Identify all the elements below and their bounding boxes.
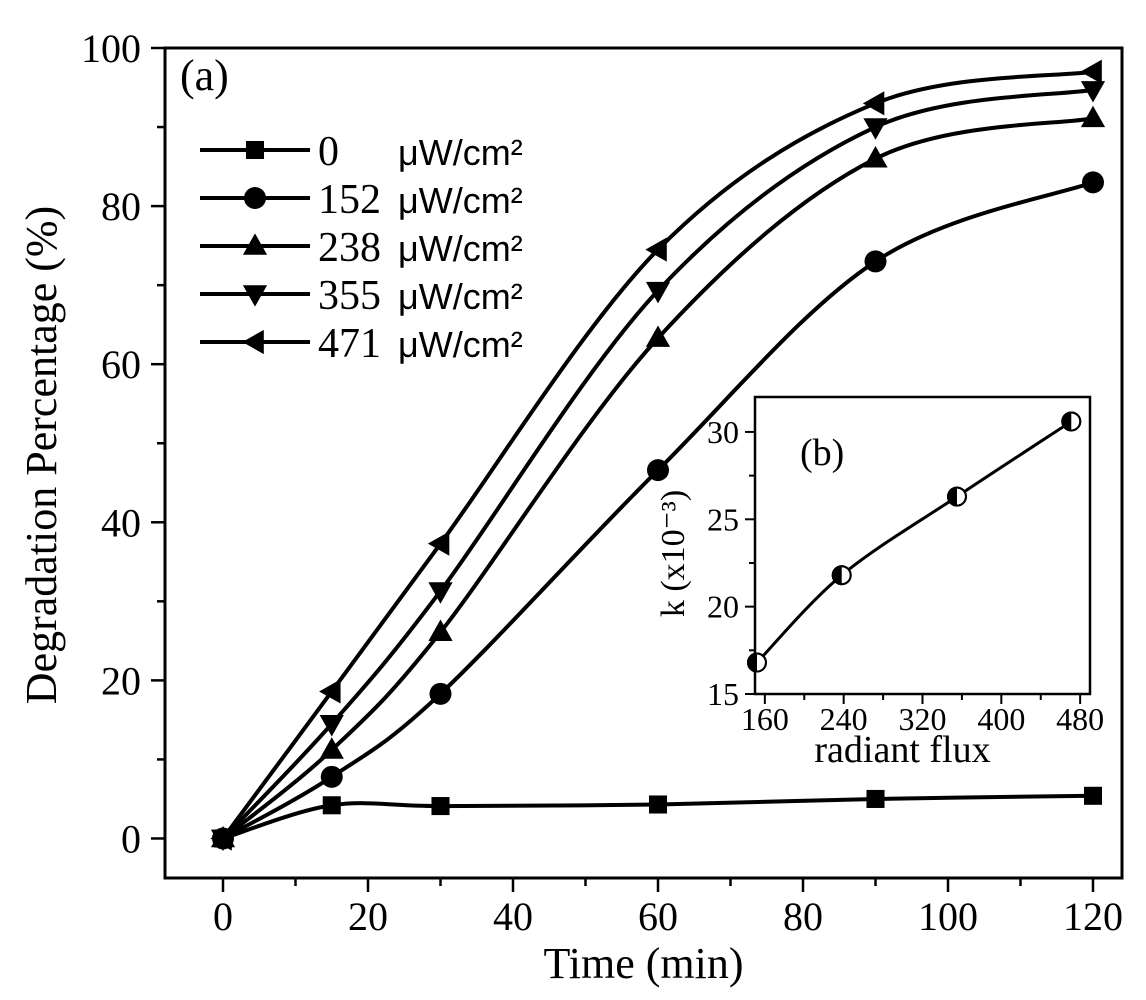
main-x-tick-label: 40 [493, 894, 533, 939]
data-point-152 [1082, 171, 1104, 194]
main-y-tick-label: 60 [101, 342, 141, 387]
legend-unit: μW/cm² [398, 132, 523, 173]
inset-series-k [746, 411, 1082, 673]
legend-value: 238 [318, 225, 381, 271]
data-point-152 [429, 682, 452, 705]
series-0 [213, 786, 1103, 848]
data-point-152 [864, 250, 887, 273]
inset-x-tick-label: 160 [741, 701, 789, 737]
inset-x-tick-label: 480 [1056, 701, 1104, 737]
inset-y-tick-label: 20 [707, 589, 739, 625]
series-355 [210, 81, 1106, 852]
main-y-axis-label: Degradation Percentage (%) [17, 206, 66, 704]
data-point-471 [862, 91, 885, 116]
inset-x-tick-label: 320 [899, 701, 947, 737]
data-point-238 [863, 146, 888, 168]
data-point-238 [428, 619, 453, 641]
main-y-axis: 0 20 40 60 80 100 [81, 26, 165, 861]
data-point-355 [1080, 81, 1106, 103]
data-point-0 [431, 797, 450, 816]
inset-y-tick-label: 25 [707, 501, 739, 537]
main-plot-frame [163, 46, 1124, 880]
panel-label-a: (a) [180, 51, 229, 100]
main-y-tick-label: 40 [101, 500, 141, 545]
data-point-0 [1083, 786, 1103, 805]
legend-item-152: 152 μW/cm² [200, 177, 523, 223]
inset-data-point [946, 486, 967, 507]
main-y-tick-label: 0 [121, 816, 141, 861]
data-point-238 [319, 737, 344, 759]
data-point-471 [210, 826, 232, 851]
inset-y-tick-label: 30 [707, 414, 739, 450]
inset-x-axis-label: radiant flux [814, 729, 990, 771]
data-point-355 [863, 118, 888, 140]
legend-item-355: 355 μW/cm² [200, 273, 523, 319]
legend-unit: μW/cm² [398, 228, 523, 269]
legend-unit: μW/cm² [398, 324, 523, 365]
main-x-axis: 0 20 40 60 80 100 120 [213, 878, 1123, 939]
panel-label-b: (b) [800, 432, 844, 474]
main-x-tick-label: 120 [1063, 894, 1123, 939]
main-y-tick-label: 20 [101, 658, 141, 703]
legend-unit: μW/cm² [398, 180, 523, 221]
legend-marker [242, 285, 268, 307]
data-point-471 [427, 531, 450, 556]
main-y-tick-label: 100 [81, 26, 141, 71]
data-point-152 [320, 765, 343, 788]
main-x-tick-label: 0 [213, 894, 233, 939]
data-point-355 [428, 582, 453, 604]
legend-marker [242, 233, 268, 255]
series-238 [210, 105, 1106, 848]
legend-item-0: 0 μW/cm² [200, 129, 523, 175]
inset-data-point [1061, 411, 1082, 432]
legend-unit: μW/cm² [398, 276, 523, 317]
data-point-471 [319, 679, 341, 704]
inset-data-point [746, 652, 767, 673]
data-point-471 [645, 237, 667, 262]
data-point-0 [648, 795, 668, 814]
data-point-471 [1080, 59, 1102, 84]
inset-x-axis: 160 240 320 400 480 [741, 694, 1104, 737]
legend: 0 μW/cm² 152 μW/cm² 238 μW/cm² 355 μW/cm² 471 μW/… [200, 129, 523, 367]
main-x-axis-label: Time (min) [543, 939, 743, 988]
inset-y-tick-label: 15 [707, 676, 739, 712]
main-plot-area: 0 20 40 60 80 100 120 0 20 40 60 80 100 Time (min) Deg… [17, 26, 1124, 988]
legend-marker [242, 329, 264, 355]
data-point-238 [645, 325, 671, 347]
main-x-tick-label: 20 [348, 894, 388, 939]
inset-x-tick-label: 400 [977, 701, 1025, 737]
legend-item-471: 471 μW/cm² [200, 321, 523, 367]
legend-value: 471 [318, 321, 381, 367]
main-y-tick-label: 80 [101, 184, 141, 229]
legend-value: 152 [318, 177, 381, 223]
inset-series-line [755, 420, 1073, 664]
data-point-355 [645, 281, 671, 304]
main-x-tick-label: 80 [783, 894, 823, 939]
legend-item-238: 238 μW/cm² [200, 225, 523, 271]
inset-y-axis-label: k (x10⁻³) [655, 490, 692, 617]
inset-x-tick-label: 240 [820, 701, 868, 737]
inset-y-axis: 15 20 25 30 [707, 414, 755, 712]
legend-marker [244, 187, 266, 209]
main-x-tick-label: 60 [638, 894, 678, 939]
data-point-238 [1080, 105, 1106, 128]
data-point-355 [319, 715, 344, 737]
series-471 [210, 59, 1102, 851]
inset-data-point [831, 565, 852, 586]
legend-marker [245, 140, 265, 160]
data-point-0 [322, 796, 341, 815]
data-point-152 [647, 459, 669, 482]
main-x-tick-label: 100 [918, 894, 978, 939]
legend-value: 355 [318, 273, 381, 319]
legend-value: 0 [318, 129, 339, 175]
inset-plot-area: 160 240 320 400 480 15 20 25 30 radiant flux k (x1… [655, 395, 1104, 771]
data-point-0 [866, 789, 885, 808]
